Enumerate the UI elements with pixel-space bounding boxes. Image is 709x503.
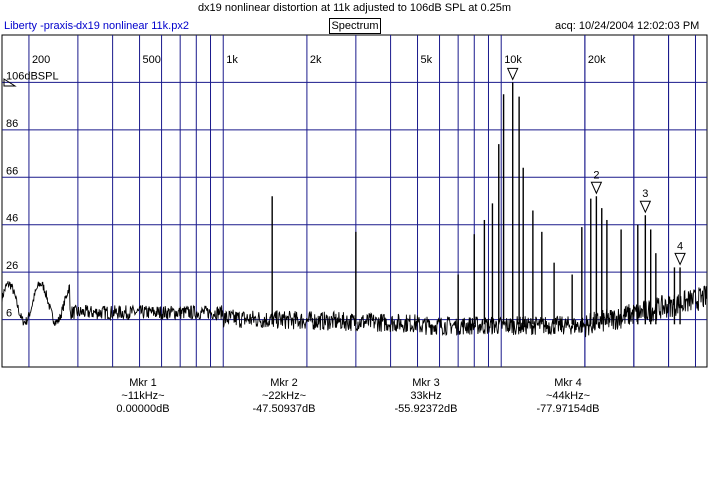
marker-4-icon [674, 252, 686, 266]
marker-readout-name: Mkr 3 [412, 377, 440, 389]
marker-readout-freq: ~22kHz~ [261, 390, 307, 402]
marker-readout-value: -55.92372dB [394, 403, 458, 415]
x-tick-label: 500 [143, 54, 161, 66]
marker-readout-name: Mkr 1 [129, 377, 157, 389]
file-name: dx19 nonlinear 11k.px2 [76, 20, 189, 32]
app-name: Liberty -praxis- [4, 20, 77, 32]
marker-readout-4: Mkr 4 ~44kHz~ -77.97154dB [508, 377, 628, 416]
reference-level-marker [3, 78, 17, 87]
chart-title: dx19 nonlinear distortion at 11k adjuste… [197, 2, 512, 14]
x-tick-label: 20k [588, 54, 606, 66]
marker-readout-freq: ~44kHz~ [545, 390, 591, 402]
spectrum-trace [1, 281, 708, 338]
marker-3-icon [639, 200, 652, 214]
acquisition-timestamp: acq: 10/24/2004 12:02:03 PM [555, 20, 700, 32]
marker-readout-name: Mkr 4 [554, 377, 582, 389]
x-tick-label: 200 [32, 54, 50, 66]
marker-readout-freq: 33kHz [410, 390, 442, 402]
marker-readout-freq: ~11kHz~ [121, 390, 165, 402]
y-tick-label: 106dBSPL [6, 70, 59, 82]
view-mode-button[interactable]: Spectrum [329, 18, 381, 34]
marker-readout-name: Mkr 2 [270, 377, 298, 389]
x-tick-label: 2k [310, 54, 322, 66]
marker-readout-1: Mkr 1 ~11kHz~ 0.00000dB [83, 377, 203, 416]
y-tick-label: 86 [6, 118, 18, 130]
x-tick-label: 10k [504, 54, 522, 66]
x-tick-label: 5k [421, 54, 433, 66]
marker-readout-value: 0.00000dB [116, 403, 170, 415]
spectrum-plot[interactable]: 200 500 1k 2k 5k 10k 20k 106dBSPL 86 66 46 26 6 2 3 4 [0, 34, 709, 370]
y-tick-label: 26 [6, 260, 18, 272]
marker-readout-3: Mkr 3 33kHz -55.92372dB [366, 377, 486, 416]
marker-3-label: 3 [642, 188, 648, 200]
marker-readout-value: -47.50937dB [252, 403, 316, 415]
marker-2-icon [590, 181, 603, 195]
marker-2-label: 2 [593, 169, 599, 181]
marker-readout-value: -77.97154dB [536, 403, 600, 415]
y-tick-label: 46 [6, 213, 18, 225]
marker-1-icon [506, 67, 519, 81]
x-tick-label: 1k [226, 54, 238, 66]
y-tick-label: 66 [6, 165, 18, 177]
y-tick-label: 6 [6, 308, 12, 320]
marker-4-label: 4 [677, 240, 683, 252]
marker-readout-2: Mkr 2 ~22kHz~ -47.50937dB [224, 377, 344, 416]
